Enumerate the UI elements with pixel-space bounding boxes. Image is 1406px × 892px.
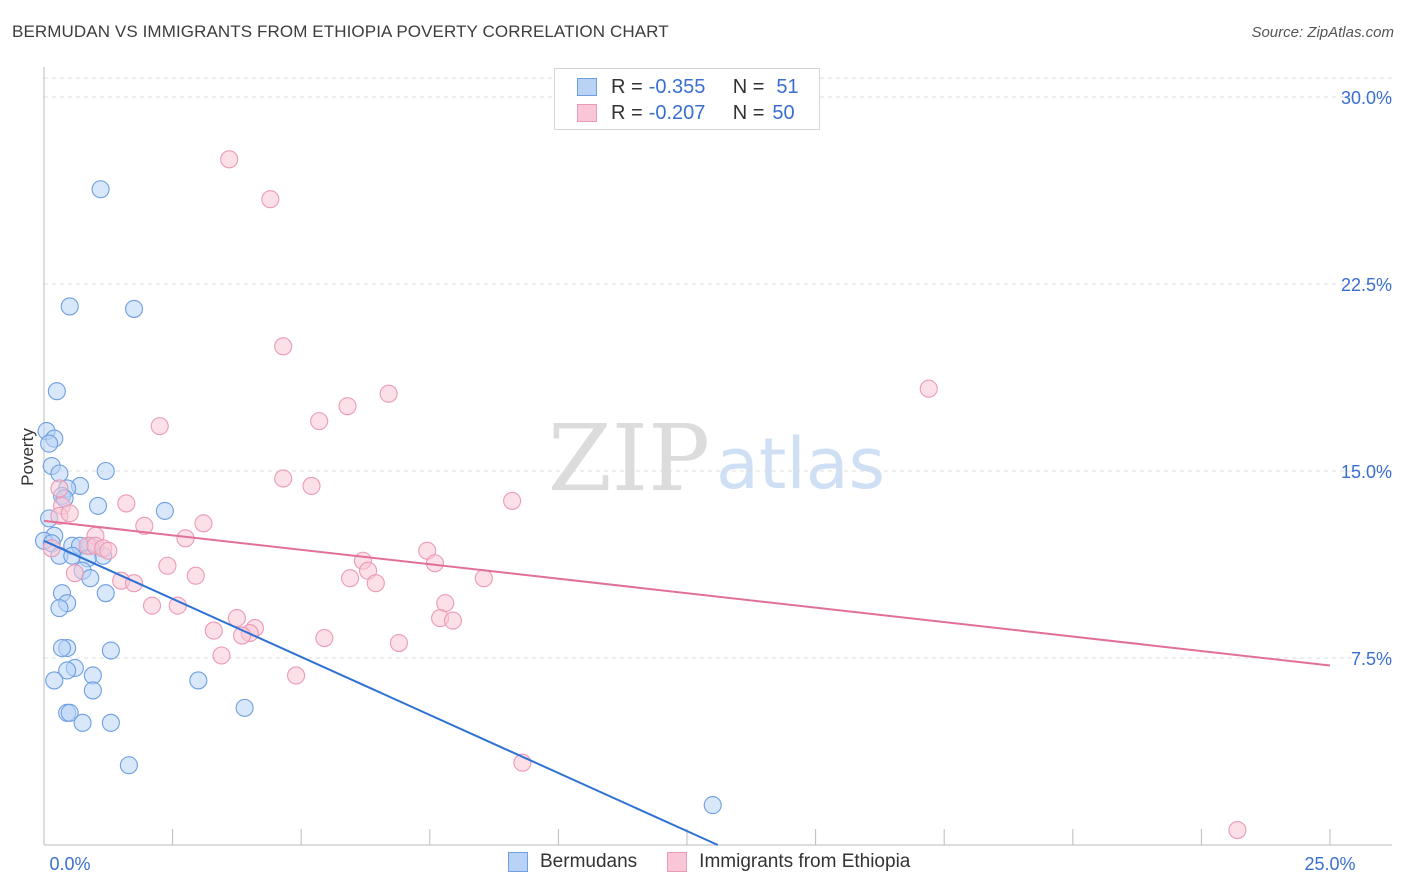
data-point-ethiopia bbox=[389, 633, 408, 653]
n-label: N = bbox=[732, 75, 765, 98]
data-point-ethiopia bbox=[212, 646, 231, 665]
legend-label: Immigrants from Ethiopia bbox=[699, 851, 911, 872]
data-point-ethiopia bbox=[315, 629, 334, 648]
data-point-bermudan bbox=[83, 681, 102, 700]
data-point-bermudan bbox=[52, 638, 72, 658]
data-point-bermudan bbox=[119, 756, 138, 775]
data-point-ethiopia bbox=[443, 611, 462, 630]
trend-line-bermudan bbox=[43, 539, 719, 846]
data-point-ethiopia bbox=[220, 150, 239, 169]
data-point-bermudan bbox=[88, 496, 108, 515]
data-point-ethiopia bbox=[919, 379, 938, 398]
data-point-bermudan bbox=[101, 713, 120, 732]
data-point-bermudan bbox=[40, 434, 59, 453]
legend-row-bermudans: R = -0.355 N = 51 bbox=[577, 75, 799, 99]
data-point-bermudan bbox=[235, 698, 254, 717]
data-point-ethiopia bbox=[194, 514, 213, 533]
watermark-zip: ZIP bbox=[548, 405, 710, 512]
data-point-bermudan bbox=[60, 297, 79, 316]
y-axis-label: Poverty bbox=[18, 428, 37, 486]
data-point-bermudan bbox=[73, 713, 92, 732]
data-point-bermudan bbox=[50, 599, 69, 618]
watermark-atlas: atlas bbox=[716, 423, 885, 505]
data-point-ethiopia bbox=[287, 666, 306, 685]
correlation-legend: R = -0.355 N = 51 R = -0.207 N = 50 bbox=[554, 68, 820, 130]
legend-item-ethiopia: Immigrants from Ethiopia bbox=[667, 851, 910, 873]
data-point-ethiopia bbox=[1228, 820, 1247, 840]
data-point-ethiopia bbox=[338, 397, 357, 416]
data-point-ethiopia bbox=[302, 476, 321, 496]
y-tick-label: 15.0% bbox=[1341, 462, 1392, 482]
legend-row-ethiopia: R = -0.207 N = 50 bbox=[577, 101, 795, 125]
trend-line-ethiopia bbox=[43, 519, 1331, 667]
data-point-ethiopia bbox=[168, 596, 187, 615]
data-point-bermudan bbox=[155, 501, 174, 520]
legend-item-bermudans: Bermudans bbox=[508, 851, 637, 873]
data-point-bermudan bbox=[96, 461, 115, 481]
data-point-ethiopia bbox=[261, 190, 280, 209]
r-label: R = bbox=[611, 75, 643, 98]
chart-title: BERMUDAN VS IMMIGRANTS FROM ETHIOPIA POV… bbox=[12, 22, 669, 41]
data-point-ethiopia bbox=[158, 556, 177, 575]
data-point-ethiopia bbox=[150, 417, 169, 436]
legend-swatch-blue bbox=[508, 852, 528, 872]
data-point-bermudan bbox=[96, 584, 115, 603]
legend-swatch-pink bbox=[667, 852, 688, 872]
n-value: 50 bbox=[772, 101, 795, 124]
data-point-ethiopia bbox=[274, 469, 293, 488]
data-point-bermudan bbox=[703, 796, 722, 815]
x-tick-label: 0.0% bbox=[49, 854, 90, 874]
y-tick-label: 22.5% bbox=[1341, 275, 1392, 295]
data-point-ethiopia bbox=[379, 384, 398, 403]
x-tick-label: 25.0% bbox=[1304, 854, 1355, 874]
data-point-bermudan bbox=[45, 671, 64, 690]
data-point-ethiopia bbox=[274, 337, 293, 356]
r-value: -0.207 bbox=[648, 101, 706, 124]
data-point-ethiopia bbox=[366, 574, 385, 593]
n-value: 51 bbox=[776, 75, 799, 98]
data-point-bermudan bbox=[58, 661, 77, 680]
data-point-ethiopia bbox=[50, 479, 69, 498]
data-point-ethiopia bbox=[135, 516, 154, 535]
data-point-bermudan bbox=[189, 671, 208, 690]
y-tick-label: 30.0% bbox=[1341, 88, 1392, 108]
legend-label: Bermudans bbox=[540, 851, 638, 872]
data-point-ethiopia bbox=[65, 564, 84, 583]
data-point-bermudan bbox=[101, 641, 120, 660]
data-point-ethiopia bbox=[310, 412, 329, 431]
data-point-bermudan bbox=[91, 180, 110, 199]
data-point-ethiopia bbox=[117, 494, 136, 513]
data-point-ethiopia bbox=[186, 566, 205, 585]
series-legend: Bermudans Immigrants from Ethiopia bbox=[508, 851, 940, 873]
data-point-ethiopia bbox=[503, 491, 522, 510]
data-point-ethiopia bbox=[60, 504, 79, 523]
data-point-ethiopia bbox=[204, 621, 223, 640]
y-tick-label: 7.5% bbox=[1351, 649, 1392, 669]
data-point-ethiopia bbox=[474, 569, 493, 588]
data-point-bermudan bbox=[47, 382, 66, 401]
data-point-ethiopia bbox=[142, 596, 162, 615]
data-point-bermudan bbox=[60, 703, 79, 722]
data-point-bermudan bbox=[124, 299, 144, 318]
data-point-ethiopia bbox=[227, 609, 246, 628]
data-point-bermudan bbox=[81, 569, 100, 588]
source-credit: Source: ZipAtlas.com bbox=[1251, 24, 1394, 41]
r-value: -0.355 bbox=[648, 75, 706, 98]
data-point-ethiopia bbox=[341, 569, 360, 588]
legend-swatch-pink bbox=[577, 104, 597, 122]
legend-swatch-blue bbox=[577, 78, 597, 96]
r-label: R = bbox=[611, 101, 643, 124]
data-point-ethiopia bbox=[99, 541, 118, 560]
n-label: N = bbox=[732, 101, 765, 124]
